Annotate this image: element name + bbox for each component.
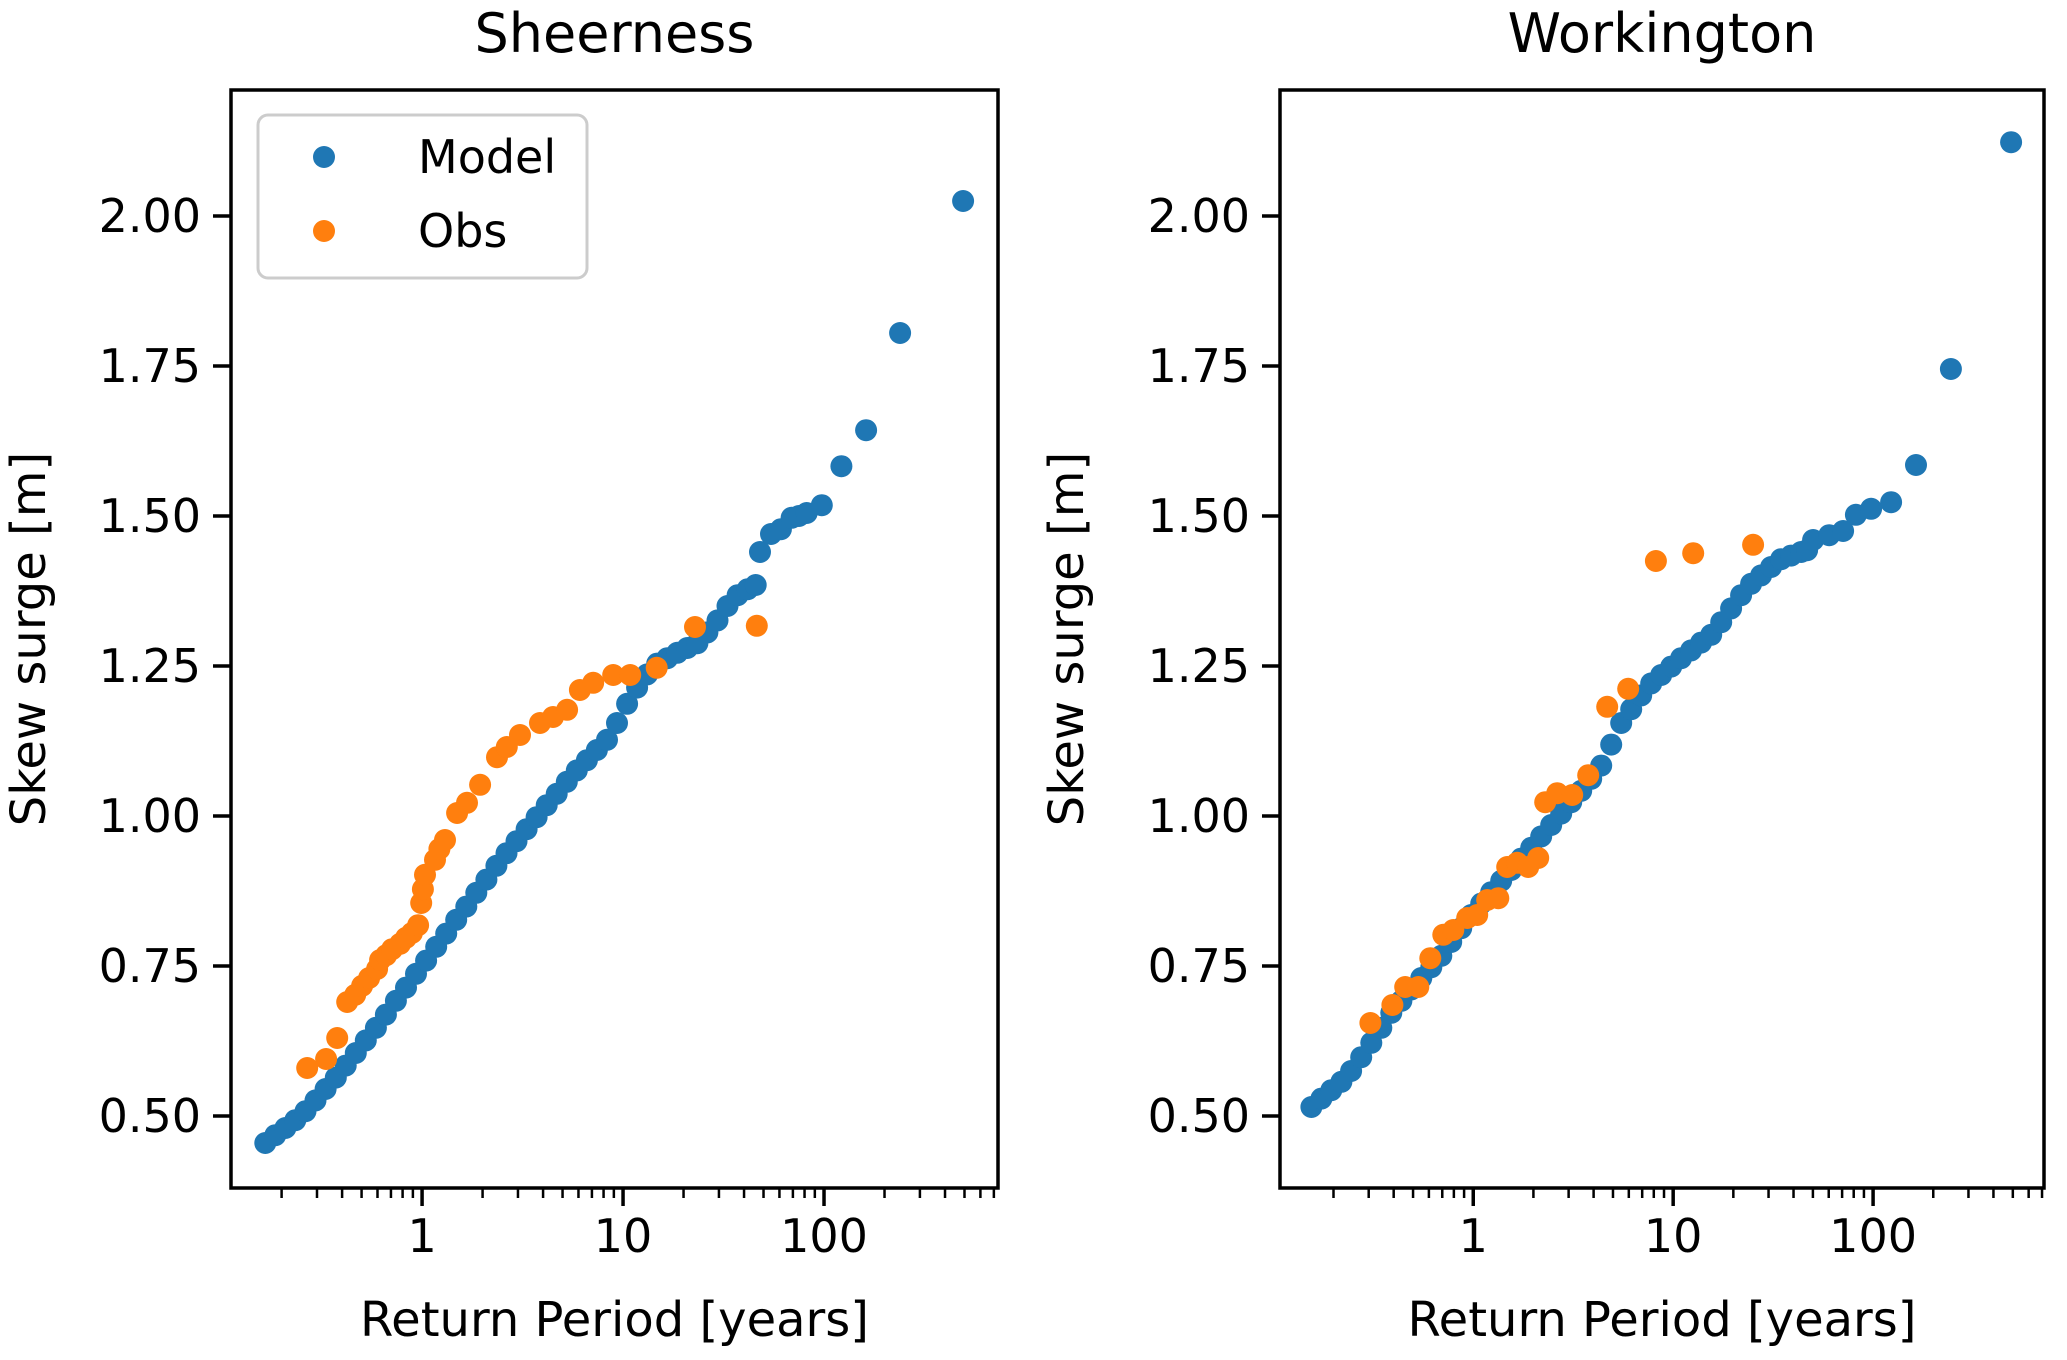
obs-point	[469, 773, 492, 796]
plot-box	[1278, 88, 2046, 1190]
plot-sheerness: 1 10 100 0.50 0.75 1.00 1.25 1.50 1.75 2.00 Sheern…	[1, 2, 1000, 1348]
x-tick-label: 1	[1459, 1209, 1488, 1263]
model-point	[1600, 733, 1623, 756]
legend-marker-obs	[313, 220, 335, 242]
legend-box	[256, 113, 589, 280]
x-tick-label: 10	[1644, 1209, 1703, 1263]
y-tick-label: 0.75	[99, 939, 201, 993]
y-axis-ticks	[1262, 214, 1280, 1118]
model-point	[830, 455, 853, 478]
y-tick-label: 1.25	[99, 639, 201, 693]
y-tick-label: 1.50	[1148, 489, 1250, 543]
y-tick-label: 2.00	[99, 189, 201, 243]
x-tick-label: 1	[407, 1209, 436, 1263]
model-point	[1880, 491, 1903, 514]
obs-points	[1359, 533, 1765, 1034]
model-point	[606, 712, 628, 734]
obs-points	[296, 614, 768, 1079]
legend: Model Obs	[256, 113, 589, 280]
model-point	[596, 728, 618, 751]
model-point	[2000, 131, 2023, 154]
obs-point	[1617, 677, 1640, 700]
y-tick-label: 2.00	[1148, 189, 1250, 243]
plot-title: Workington	[1508, 2, 1817, 65]
y-tick-label: 1.00	[99, 789, 201, 843]
model-point	[855, 419, 878, 442]
model-point	[1939, 358, 1962, 380]
y-tick-label: 1.75	[99, 339, 201, 393]
model-point	[616, 692, 639, 715]
obs-point	[1419, 947, 1442, 970]
y-axis-label: Skew surge [m]	[1, 452, 57, 826]
obs-point	[407, 914, 430, 937]
y-axis-ticks	[213, 214, 231, 1118]
obs-point	[582, 671, 605, 694]
x-axis-label: Return Period [years]	[360, 1292, 869, 1348]
y-axis-label: Skew surge [m]	[1039, 452, 1095, 826]
obs-point	[602, 664, 625, 686]
obs-point	[434, 829, 456, 851]
model-point	[889, 322, 912, 344]
obs-point	[509, 724, 531, 746]
model-point	[1905, 454, 1927, 476]
model-point	[749, 541, 771, 563]
obs-point	[1682, 542, 1705, 565]
y-tick-label: 1.00	[1148, 789, 1250, 843]
obs-point	[1577, 764, 1600, 787]
obs-point	[1381, 994, 1404, 1016]
y-tick-label: 1.75	[1148, 339, 1250, 393]
obs-point	[684, 616, 706, 638]
legend-label-model: Model	[418, 130, 556, 184]
obs-point	[1742, 533, 1765, 556]
obs-point	[745, 614, 768, 637]
obs-point	[1407, 976, 1430, 998]
obs-point	[1487, 887, 1510, 910]
legend-label-obs: Obs	[418, 204, 507, 258]
model-point	[810, 494, 833, 517]
y-tick-label: 0.50	[1148, 1089, 1250, 1143]
obs-point	[456, 791, 478, 814]
x-tick-label: 100	[1829, 1209, 1917, 1263]
x-axis-ticks	[280, 1188, 996, 1206]
x-axis-label: Return Period [years]	[1407, 1292, 1916, 1348]
model-point	[744, 574, 767, 596]
obs-point	[1561, 784, 1584, 806]
obs-point	[645, 656, 668, 679]
x-axis-ticks	[1332, 1188, 2044, 1206]
y-tick-label: 1.25	[1148, 639, 1250, 693]
obs-point	[1596, 695, 1619, 718]
y-tick-label: 0.50	[99, 1089, 201, 1143]
legend-marker-model	[313, 146, 335, 168]
model-point	[1860, 497, 1883, 520]
model-points	[1300, 131, 2023, 1118]
plot-workington: 1 10 100 0.50 0.75 1.00 1.25 1.50 1.75 2.00 Workin…	[1039, 2, 2046, 1348]
obs-point	[1527, 847, 1550, 869]
y-tick-label: 1.50	[99, 489, 201, 543]
obs-point	[315, 1048, 338, 1070]
obs-point	[1359, 1012, 1382, 1034]
obs-point	[619, 664, 642, 686]
model-point	[1832, 520, 1855, 542]
obs-point	[1644, 550, 1667, 572]
x-tick-label: 10	[594, 1209, 653, 1263]
model-point	[952, 190, 975, 212]
x-tick-label: 100	[780, 1209, 868, 1263]
obs-point	[296, 1057, 319, 1079]
obs-point	[326, 1027, 349, 1049]
plot-title: Sheerness	[475, 2, 755, 65]
y-tick-label: 0.75	[1148, 939, 1250, 993]
model-points	[254, 190, 975, 1154]
obs-point	[556, 698, 579, 721]
